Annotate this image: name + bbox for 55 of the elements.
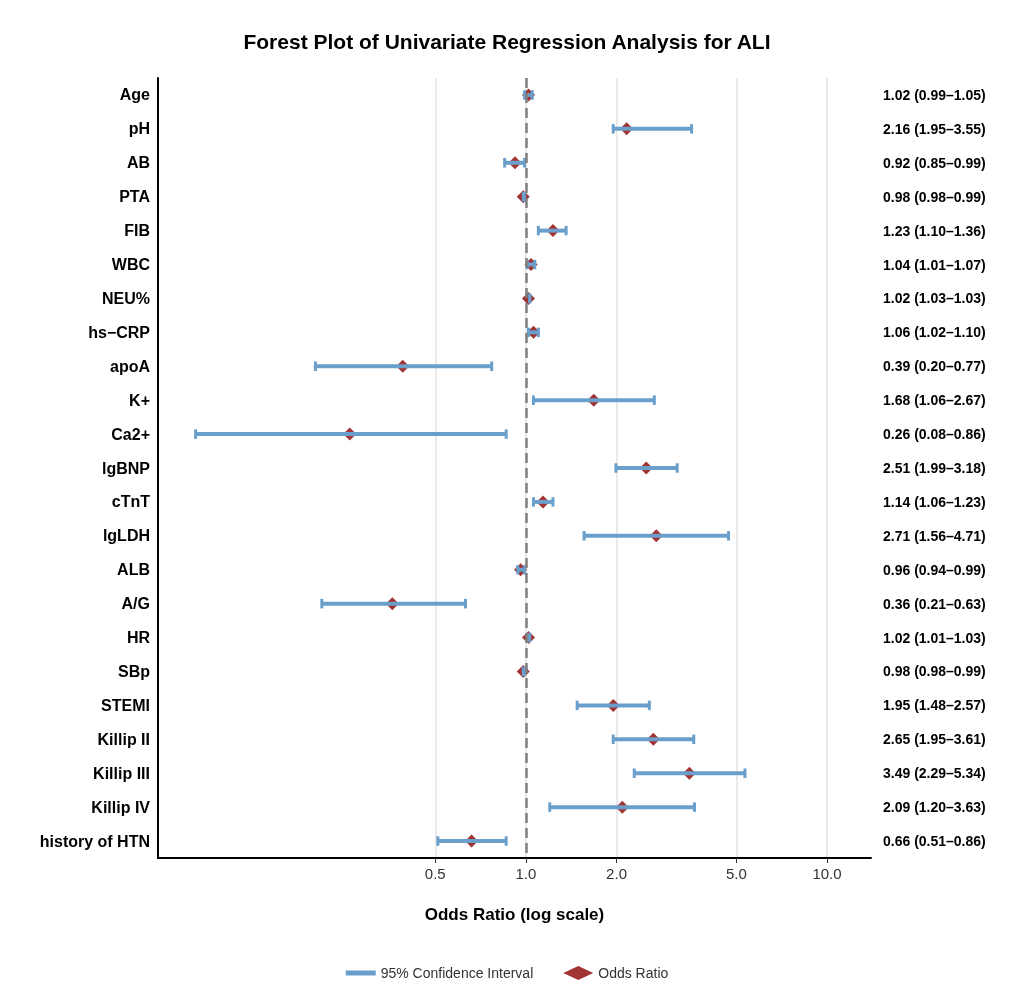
y-tick-label: STEMI xyxy=(101,696,150,714)
data-label: 3.49 (2.29–5.34) xyxy=(883,765,986,782)
data-label: 0.36 (0.21–0.63) xyxy=(883,595,986,612)
data-label: 2.51 (1.99–3.18) xyxy=(883,460,986,476)
y-tick-label: Ca2+ xyxy=(111,425,150,443)
y-tick-label: Killip II xyxy=(97,730,150,748)
y-tick-label: cTnT xyxy=(111,493,151,511)
data-label: 0.98 (0.98–0.99) xyxy=(883,188,986,205)
y-tick-label: lgLDH xyxy=(102,527,150,545)
chart-title: Forest Plot of Univariate Regression Analysis for ALI xyxy=(243,30,771,53)
y-tick-label: history of HTN xyxy=(39,832,150,850)
y-tick-label: PTA xyxy=(119,188,151,206)
y-tick-label: apoA xyxy=(110,357,151,375)
x-tick-label: 1.0 xyxy=(515,865,537,882)
x-tick-label: 10.0 xyxy=(812,865,842,882)
y-tick-label: Killip III xyxy=(93,764,150,782)
data-label: 0.96 (0.94–0.99) xyxy=(883,561,986,578)
y-tick-label: FIB xyxy=(124,222,150,240)
y-tick-label: Age xyxy=(119,86,151,104)
data-label: 2.65 (1.95–3.61) xyxy=(883,731,986,748)
data-label: 0.92 (0.85–0.99) xyxy=(883,154,986,171)
y-tick-label: pH xyxy=(128,120,150,138)
y-tick-label: NEU% xyxy=(101,289,150,307)
x-tick-label: 5.0 xyxy=(725,865,747,882)
y-tick-label: A/G xyxy=(121,595,150,613)
legend-label: Odds Ratio xyxy=(598,965,669,981)
data-label: 1.02 (1.01–1.03) xyxy=(883,629,986,646)
data-label: 2.71 (1.56–4.71) xyxy=(883,527,986,544)
data-label: 2.16 (1.95–3.55) xyxy=(883,120,986,137)
y-tick-label: K+ xyxy=(129,391,150,409)
y-tick-label: SBp xyxy=(118,662,151,680)
data-label: 2.09 (1.20–3.63) xyxy=(883,799,986,816)
data-label: 1.14 (1.06–1.23) xyxy=(883,493,986,510)
data-label: 0.66 (0.51–0.86) xyxy=(883,833,986,850)
data-label: 1.95 (1.48–2.57) xyxy=(883,697,986,714)
y-tick-label: HR xyxy=(126,629,151,647)
y-tick-label: Killip IV xyxy=(91,798,151,816)
y-tick-label: lgBNP xyxy=(102,459,151,477)
data-label: 1.04 (1.01–1.07) xyxy=(883,256,986,273)
y-tick-label: hs−CRP xyxy=(88,323,151,341)
x-axis-title: Odds Ratio (log scale) xyxy=(424,905,605,924)
data-label: 0.98 (0.98–0.99) xyxy=(883,663,986,680)
x-tick-label: 0.5 xyxy=(424,865,446,882)
data-label: 1.23 (1.10–1.36) xyxy=(883,222,986,239)
y-tick-label: AB xyxy=(126,154,150,172)
data-label: 0.26 (0.08–0.86) xyxy=(883,426,986,443)
legend-label: 95% Confidence Interval xyxy=(380,965,534,981)
data-label: 1.06 (1.02–1.10) xyxy=(883,324,986,341)
data-label: 1.68 (1.06–2.67) xyxy=(883,392,986,409)
data-label: 1.02 (1.03–1.03) xyxy=(883,290,986,307)
data-label: 1.02 (0.99–1.05) xyxy=(883,86,986,103)
y-tick-label: WBC xyxy=(111,256,151,274)
y-tick-label: ALB xyxy=(117,561,150,579)
data-label: 0.39 (0.20–0.77) xyxy=(883,358,986,375)
x-tick-label: 2.0 xyxy=(606,865,627,882)
